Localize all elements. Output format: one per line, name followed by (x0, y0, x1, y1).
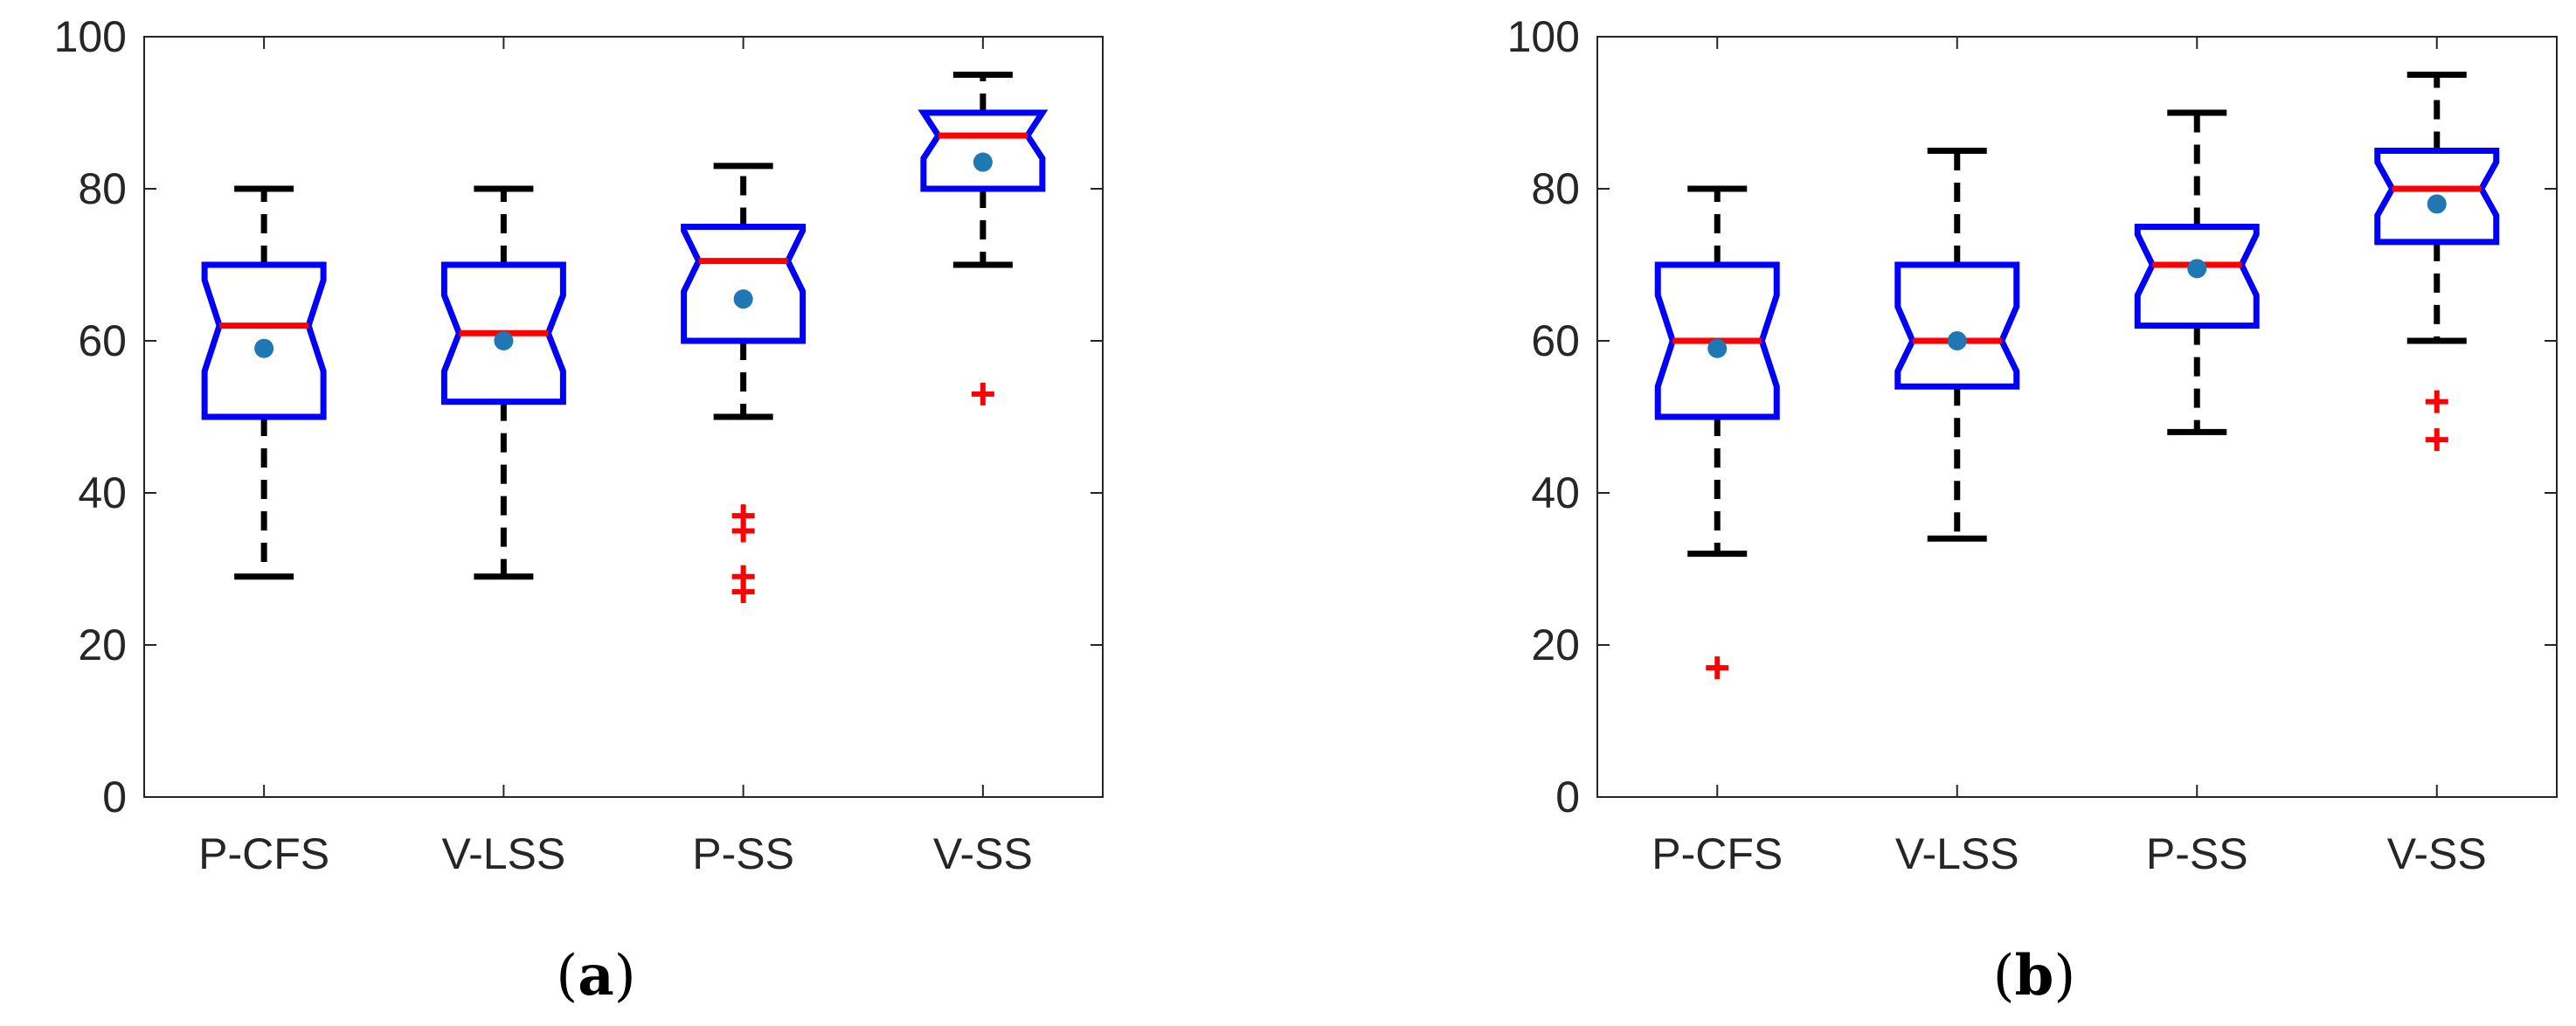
x-tick-label: P-CFS (198, 829, 329, 878)
x-tick-label: P-CFS (1652, 829, 1783, 878)
outlier-marker (1706, 656, 1729, 680)
panel-a: 0 20 40 60 80 100 P-CFS V-LSS P-SS V-SS (a) (54, 12, 1104, 1009)
panel-label: (a) (556, 943, 635, 1009)
y-tick-label: 40 (78, 468, 127, 517)
mean-marker (254, 338, 274, 358)
x-tick-label: V-LSS (1895, 829, 2019, 878)
notched-box (2374, 148, 2500, 246)
mean-marker (1707, 338, 1728, 358)
x-tick-label: V-LSS (442, 829, 566, 878)
panel-b: 0 20 40 60 80 100 P-CFS V-LSS P-SS V-SS (b) (1507, 12, 2558, 1009)
y-tick-label: 80 (1531, 164, 1580, 213)
box-p-ss (681, 163, 807, 604)
x-tick-label: V-SS (2387, 829, 2487, 878)
notched-box (918, 109, 1049, 192)
notched-box (1654, 261, 1780, 420)
mean-marker (2427, 194, 2447, 214)
y-tick-label: 80 (78, 164, 127, 213)
panel-letter: a (578, 943, 613, 1009)
outlier-marker (731, 504, 755, 528)
box-p-ss (2134, 109, 2260, 435)
x-tick-label: P-SS (2146, 829, 2248, 878)
notched-box (440, 261, 566, 406)
mean-marker (2187, 259, 2207, 279)
box-p-cfs (1654, 185, 1780, 680)
outlier-marker (2425, 390, 2448, 413)
outlier-marker (2425, 428, 2448, 452)
y-tick-label: 20 (1531, 620, 1580, 669)
mean-marker (1947, 331, 1967, 350)
mean-marker (973, 152, 993, 172)
box-p-cfs (201, 185, 327, 580)
outlier-marker (971, 382, 994, 406)
y-tick-label: 100 (54, 12, 127, 61)
notched-box (681, 224, 807, 344)
panel-label: (b) (1993, 943, 2076, 1009)
y-tick-label: 60 (1531, 316, 1580, 365)
y-tick-label: 0 (102, 773, 127, 821)
notched-box (2134, 224, 2260, 329)
y-tick-label: 60 (78, 316, 127, 365)
box-v-ss (918, 72, 1049, 406)
notched-box (1894, 261, 2020, 390)
y-tick-label: 0 (1555, 773, 1580, 821)
mean-marker (733, 289, 753, 309)
notched-box (201, 261, 327, 420)
axes-frame (143, 36, 1104, 798)
axes-frame (1596, 36, 2558, 798)
x-tick-label: V-SS (933, 829, 1033, 878)
box-v-ss (2374, 72, 2500, 452)
box-v-lss (1894, 148, 2020, 542)
y-tick-label: 100 (1507, 12, 1580, 61)
y-tick-label: 20 (78, 620, 127, 669)
x-tick-label: P-SS (692, 829, 794, 878)
y-tick-label: 40 (1531, 468, 1580, 517)
box-v-lss (440, 185, 566, 580)
outlier-marker (731, 565, 755, 588)
panel-letter: b (2015, 943, 2054, 1009)
mean-marker (494, 331, 514, 350)
